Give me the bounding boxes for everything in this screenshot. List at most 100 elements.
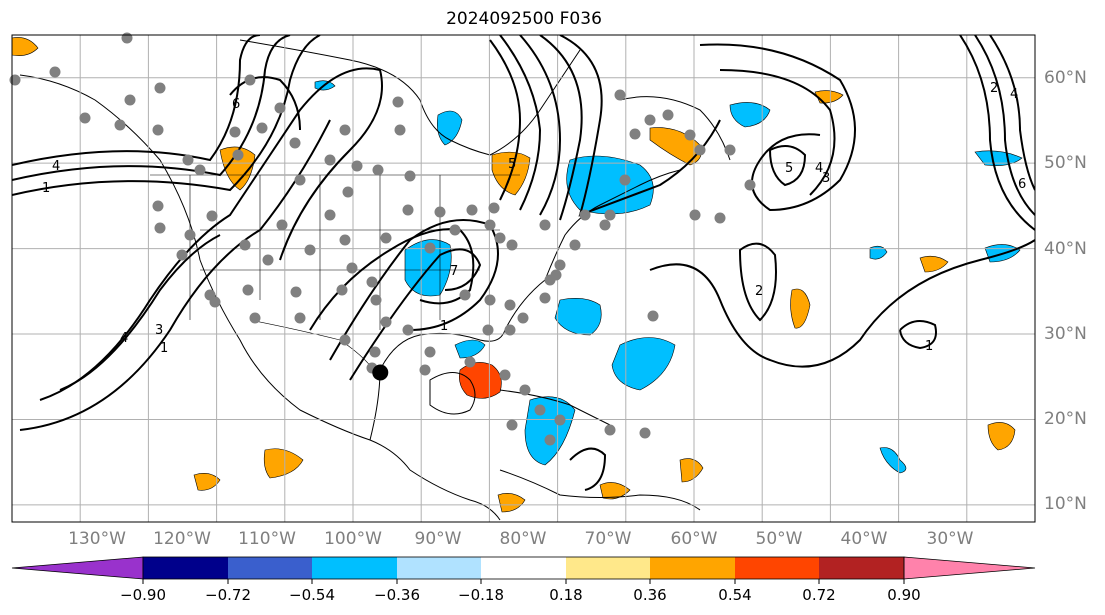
station-marker: [244, 74, 256, 86]
colorbar-extend-low: [11, 556, 144, 580]
station-marker: [484, 294, 496, 306]
station-marker: [276, 219, 288, 231]
station-marker: [154, 82, 166, 94]
lon-label: 30°W: [926, 529, 974, 549]
station-marker: [506, 239, 518, 251]
station-marker: [724, 144, 736, 156]
station-marker: [599, 219, 611, 231]
station-marker: [689, 209, 701, 221]
storm-center-marker: [372, 364, 389, 381]
lon-label: 80°W: [499, 529, 547, 549]
lon-label: 130°W: [68, 529, 126, 549]
contour-label: 5: [508, 157, 516, 172]
contour-label: 6: [232, 97, 240, 112]
station-marker: [614, 89, 626, 101]
contour-labels: 1 4 1 3 4 2 1 3 4 5 6 2 4 6 5 7 1: [42, 81, 1026, 356]
positive-patch-nw: [12, 37, 39, 56]
negative-patch-atlantic-1: [554, 298, 602, 336]
lon-label: 110°W: [238, 529, 296, 549]
station-marker: [554, 414, 566, 426]
station-marker: [404, 170, 416, 182]
colorbar-cell: [481, 557, 566, 579]
contour-label: 4: [1010, 87, 1018, 102]
station-marker: [229, 126, 241, 138]
station-marker: [204, 289, 216, 301]
negative-patch-labrador: [729, 102, 771, 128]
station-marker: [639, 427, 651, 439]
station-marker: [124, 94, 136, 106]
lat-label: 40°N: [1044, 239, 1087, 259]
station-marker: [154, 222, 166, 234]
station-marker: [694, 144, 706, 156]
station-marker: [619, 174, 631, 186]
contour-label: 3: [822, 171, 830, 186]
station-marker: [604, 209, 616, 221]
contour-label: 1: [440, 319, 448, 334]
lon-label: 60°W: [670, 529, 718, 549]
station-marker: [449, 224, 461, 236]
station-marker: [714, 212, 726, 224]
station-marker: [242, 284, 254, 296]
station-marker: [464, 356, 476, 368]
station-marker: [544, 434, 556, 446]
station-marker: [351, 160, 363, 172]
station-marker: [534, 404, 546, 416]
station-marker: [369, 346, 381, 358]
negative-patch-east-4: [879, 447, 907, 474]
colorbar-tick-label: 0.18: [549, 586, 583, 604]
contour-label: 4: [815, 161, 823, 176]
station-marker: [239, 239, 251, 251]
station-marker: [539, 219, 551, 231]
station-marker: [274, 102, 286, 114]
colorbar-outline: [142, 556, 905, 580]
station-marker: [504, 324, 516, 336]
colorbar-cell: [397, 557, 481, 579]
station-marker: [579, 209, 591, 221]
colorbar-tick-label: 0.36: [633, 586, 667, 604]
contour-label: 6: [1018, 177, 1026, 192]
positive-patch-azores: [919, 255, 949, 273]
station-marker: [554, 259, 566, 271]
positive-patch-sa: [497, 493, 526, 513]
contour-label: 3: [155, 323, 163, 338]
colorbar-cell: [228, 557, 312, 579]
positive-patch-hurricane: [459, 362, 502, 399]
station-marker: [419, 364, 431, 376]
contour-label: 1: [925, 339, 933, 354]
contour-label: 4: [120, 331, 128, 346]
station-marker: [647, 310, 659, 322]
colorbar-cell: [819, 557, 904, 579]
station-marker: [466, 204, 478, 216]
contour-label: 2: [990, 81, 998, 96]
station-marker: [604, 424, 616, 436]
station-marker: [256, 122, 268, 134]
station-marker: [324, 154, 336, 166]
lon-label: 100°W: [324, 529, 382, 549]
station-marker: [294, 174, 306, 186]
station-marker: [346, 262, 358, 274]
contour-label: 7: [450, 264, 458, 279]
station-marker: [517, 312, 529, 324]
station-marker: [569, 239, 581, 251]
colorbar-tick-label: −0.18: [458, 586, 504, 604]
colorbar-cells: [11, 556, 1036, 584]
station-marker: [519, 384, 531, 396]
colorbar-cell: [143, 557, 228, 579]
lat-label: 20°N: [1044, 409, 1087, 429]
lat-label: 60°N: [1044, 68, 1087, 88]
station-marker: [370, 294, 382, 306]
lon-label: 120°W: [153, 529, 211, 549]
station-marker: [459, 289, 471, 301]
lat-label: 10°N: [1044, 494, 1087, 514]
station-marker: [499, 369, 511, 381]
station-marker: [342, 186, 354, 198]
station-marker: [194, 164, 206, 176]
contour-label: 1: [160, 341, 168, 356]
lon-label: 70°W: [584, 529, 632, 549]
positive-patch-mid-atlantic: [790, 288, 811, 329]
station-marker: [304, 244, 316, 256]
station-marker: [49, 66, 61, 78]
lon-label: 50°W: [755, 529, 803, 549]
contour-label: 4: [52, 159, 60, 174]
